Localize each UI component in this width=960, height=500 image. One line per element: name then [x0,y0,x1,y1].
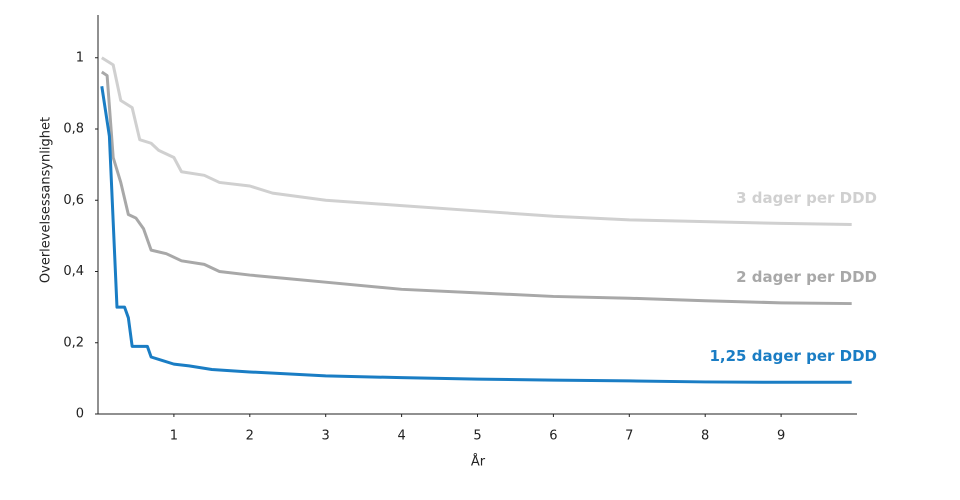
y-tick-label: 0,6 [63,193,84,208]
series-line [100,86,852,384]
x-tick-label: 4 [397,429,405,444]
series-label: 3 dager per DDD [736,189,877,207]
y-tick-label: 0,4 [63,264,84,279]
series-line [100,70,852,306]
y-tick-label: 0,2 [63,335,84,350]
x-tick-label: 8 [701,429,709,444]
x-tick-label: 5 [473,429,481,444]
x-tick-label: 7 [625,429,633,444]
x-tick-label: 3 [322,429,330,444]
x-tick-label: 2 [246,429,254,444]
y-tick-label: 1 [76,50,84,65]
x-tick-label: 1 [170,429,178,444]
y-tick-label: 0,8 [63,122,84,137]
series-label: 1,25 dager per DDD [709,347,877,365]
x-tick-label: 6 [549,429,557,444]
series-line [100,56,852,226]
y-axis-title: Overlevelsessansynlighet [39,117,54,283]
x-axis-title: År [471,454,486,470]
x-tick-label: 9 [777,429,785,444]
y-tick-label: 0 [76,407,84,422]
series-label: 2 dager per DDD [736,268,877,286]
